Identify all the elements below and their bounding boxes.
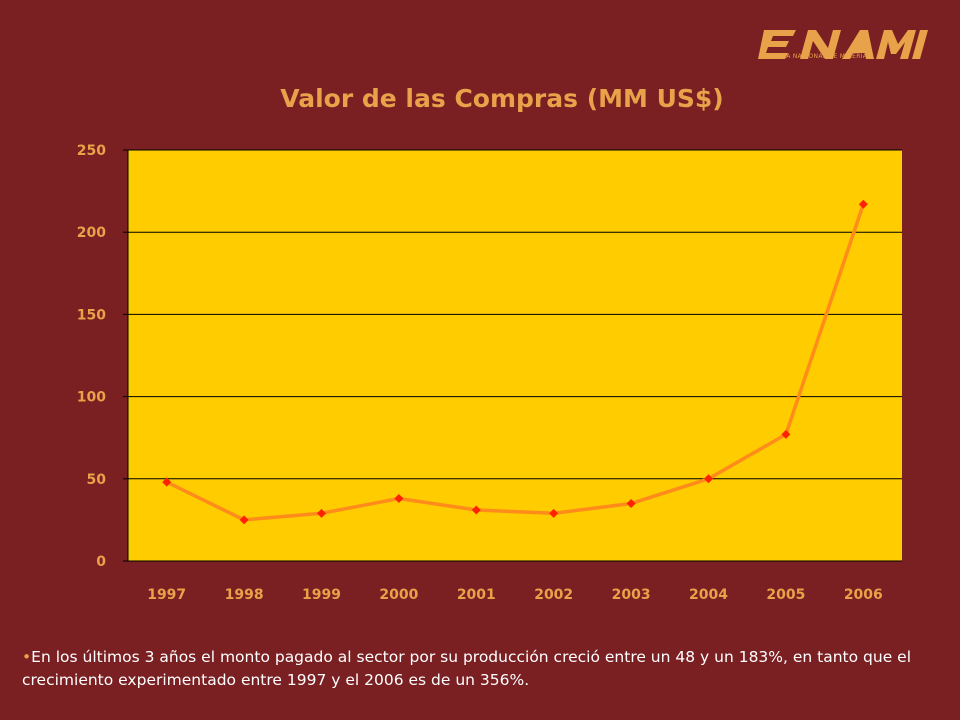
data-point-marker — [394, 494, 404, 504]
x-tick-label: 2003 — [612, 587, 651, 603]
data-point-marker — [858, 199, 868, 209]
x-tick-label: 2000 — [379, 587, 418, 603]
data-point-marker — [549, 508, 559, 518]
x-tick-label: 1999 — [302, 587, 341, 603]
data-point-marker — [781, 429, 791, 439]
series-line — [165, 203, 865, 522]
y-tick-label: 250 — [77, 143, 106, 159]
y-tick-label: 100 — [77, 390, 106, 406]
x-tick-label: 2005 — [766, 587, 805, 603]
y-tick-label: 150 — [77, 307, 106, 323]
x-tick-label: 1998 — [225, 587, 264, 603]
x-tick-label: 2004 — [689, 587, 728, 603]
y-tick-label: 50 — [87, 472, 107, 488]
note-text: En los últimos 3 años el monto pagado al… — [22, 648, 912, 690]
y-tick-label: 200 — [77, 225, 106, 241]
data-point-marker — [704, 474, 713, 484]
data-point-marker — [317, 508, 326, 518]
data-point-marker — [471, 505, 481, 515]
x-tick-label: 2006 — [844, 587, 883, 603]
note-paragraph: •En los últimos 3 años el monto pagado a… — [22, 646, 922, 693]
data-point-marker — [239, 515, 249, 525]
data-point-marker — [626, 498, 636, 508]
y-tick-label: 0 — [96, 554, 106, 570]
logo-subtitle: EMPRESA NACIONAL DE MINERIA — [760, 53, 868, 60]
x-tick-label: 1997 — [147, 587, 186, 603]
chart-title: Valor de las Compras (MM US$) — [280, 84, 724, 113]
data-point-marker — [162, 477, 172, 487]
x-tick-label: 2002 — [534, 587, 573, 603]
plot-area — [128, 150, 902, 561]
note-bullet: • — [22, 648, 32, 666]
enami-logo — [758, 30, 928, 59]
x-tick-label: 2001 — [457, 587, 496, 603]
